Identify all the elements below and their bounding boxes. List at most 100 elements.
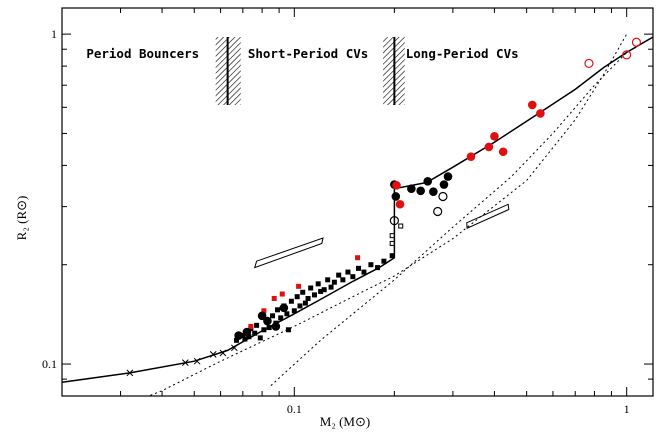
donor-sequence-line (62, 36, 653, 384)
point-square-filled-1-22 (300, 289, 306, 295)
point-square-open-3-0 (389, 240, 395, 246)
error-boxes (253, 203, 510, 269)
point-square-open-3-2 (398, 223, 404, 229)
point-square-filled-2-4 (296, 283, 302, 289)
point-square-filled-1-38 (361, 269, 367, 275)
y-tick-label-1: 1 (51, 27, 57, 41)
point-circle-filled-5-3 (484, 142, 494, 152)
point-square-filled-1-30 (325, 277, 331, 283)
y-tick-label-0: 0.1 (42, 357, 57, 371)
point-cross-0-3-b (209, 350, 217, 358)
point-square-filled-1-29 (321, 287, 327, 293)
point-square-filled-1-26 (311, 292, 317, 298)
point-circle-filled-4-0 (234, 331, 243, 340)
point-square-filled-2-5 (355, 255, 361, 261)
point-circle-filled-4-12 (439, 180, 449, 189)
point-square-filled-1-18 (288, 298, 294, 304)
point-circle-open-6-2 (438, 191, 448, 202)
point-cross-0-0 (126, 369, 134, 377)
model-sequences (62, 33, 653, 396)
point-cross-0-2 (193, 357, 201, 365)
point-square-filled-1-41 (381, 258, 387, 264)
point-square-filled-2-0 (248, 323, 254, 329)
point-square-filled-1-27 (315, 281, 321, 287)
point-square-filled-1-8 (261, 327, 267, 333)
error-box-0 (253, 237, 324, 269)
region-labels: Period Bouncers Short-Period CVs Long-Peri… (86, 46, 518, 61)
point-square-filled-1-19 (291, 308, 297, 314)
point-square-filled-1-20 (294, 294, 300, 300)
point-square-filled-1-2 (242, 336, 248, 342)
x-tick-label-0: 0.1 (287, 402, 302, 416)
point-square-filled-1-42 (389, 253, 395, 259)
dotted-sequence-line-2 (270, 52, 628, 386)
point-square-filled-1-3 (246, 334, 252, 340)
point-square-filled-1-21 (297, 303, 303, 309)
point-square-filled-1-37 (356, 265, 362, 271)
point-square-filled-1-34 (340, 277, 346, 283)
point-square-filled-1-13 (274, 307, 280, 313)
data-points (126, 37, 642, 377)
point-circle-filled-5-1 (395, 199, 405, 209)
period-gap-regions (215, 37, 405, 105)
point-circle-open-6-0 (389, 216, 399, 226)
point-square-filled-2-3 (279, 291, 285, 297)
point-circle-filled-4-2 (257, 311, 267, 321)
point-square-filled-1-14 (278, 315, 284, 321)
point-square-filled-2-1 (261, 308, 267, 314)
point-cross-0-1 (181, 359, 189, 366)
point-square-filled-2-2 (271, 295, 277, 301)
point-circle-filled-5-0 (392, 181, 401, 190)
point-square-filled-1-10 (266, 325, 272, 331)
point-square-filled-1-31 (328, 284, 334, 290)
point-circle-filled-5-6 (527, 100, 537, 110)
point-circle-filled-4-10 (423, 176, 433, 186)
point-square-filled-1-25 (308, 285, 314, 291)
point-square-filled-1-5 (252, 330, 258, 336)
point-square-filled-1-40 (375, 265, 381, 271)
point-square-filled-1-7 (257, 335, 263, 341)
point-cross-0-2-b (193, 357, 201, 365)
point-square-filled-1-17 (285, 327, 291, 333)
region-label-1: Short-Period CVs (248, 46, 368, 61)
point-cross-0-4-b (219, 349, 227, 357)
point-circle-filled-4-5 (279, 303, 289, 313)
point-square-filled-1-35 (345, 269, 351, 275)
point-circle-filled-5-7 (536, 109, 545, 118)
point-circle-filled-4-1 (242, 327, 252, 337)
point-square-filled-1-11 (270, 313, 276, 319)
point-cross-0-4 (219, 349, 227, 357)
point-circle-filled-5-4 (490, 132, 499, 141)
point-square-filled-1-24 (305, 295, 311, 301)
point-circle-filled-4-4 (271, 322, 281, 331)
region-label-0: Period Bouncers (86, 46, 199, 61)
point-square-filled-1-6 (254, 322, 260, 328)
point-circle-open-7-0 (584, 58, 594, 69)
point-circle-filled-5-5 (498, 147, 508, 157)
plot-border (61, 7, 654, 397)
point-cross-0-5-b (230, 344, 238, 352)
point-cross-0-1-b (181, 359, 189, 366)
point-square-filled-1-36 (350, 274, 356, 280)
region-label-2: Long-Period CVs (406, 46, 519, 61)
point-circle-filled-4-9 (416, 186, 425, 196)
point-square-filled-1-32 (331, 279, 337, 285)
point-square-filled-1-16 (284, 311, 290, 317)
y-axis-label: R₂ (R⊙) (14, 196, 29, 241)
point-square-open-3-1 (389, 233, 395, 239)
point-square-filled-1-28 (318, 288, 324, 294)
point-cross-0-3 (209, 350, 217, 358)
point-circle-open-7-2 (631, 37, 642, 47)
point-circle-open-6-1 (433, 206, 443, 217)
point-cross-0-0-b (126, 369, 134, 377)
point-square-filled-1-33 (336, 272, 342, 278)
plot-frame (61, 7, 654, 397)
x-axis-label: M₂ (M⊙) (320, 414, 370, 429)
point-circle-open-7-1 (622, 50, 632, 60)
point-circle-filled-4-7 (391, 192, 401, 201)
axis-ticks: 0.1 1 0.1 1 (42, 8, 653, 416)
error-box-1 (466, 203, 510, 229)
point-circle-filled-4-8 (407, 184, 416, 193)
point-circle-filled-5-2 (466, 152, 476, 162)
